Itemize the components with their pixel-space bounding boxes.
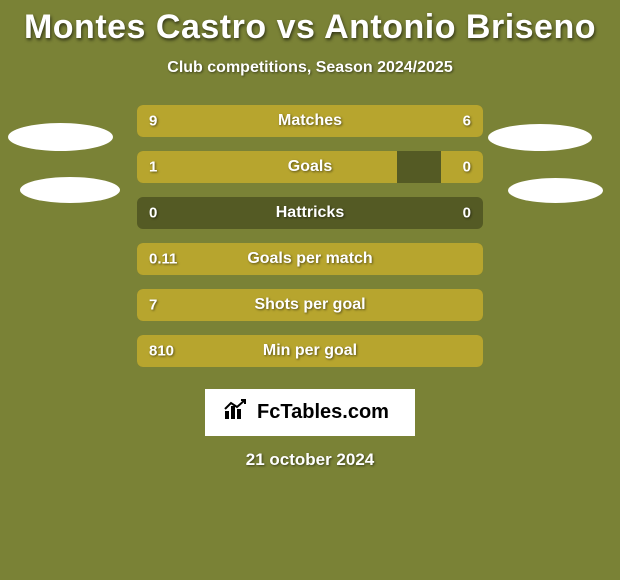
stat-row: Goals10: [137, 151, 483, 183]
stat-label: Hattricks: [137, 204, 483, 222]
stat-bar-left: [137, 151, 397, 183]
stat-bar-right: [441, 151, 483, 183]
player-right-name: Antonio Briseno: [324, 8, 596, 46]
logo-text: FcTables.com: [257, 401, 389, 424]
stat-value-right: 0: [463, 205, 471, 222]
logo-chart-icon: [223, 399, 249, 426]
player-left-name: Montes Castro: [24, 8, 267, 46]
player-badge-ellipse: [488, 124, 592, 151]
player-badge-ellipse: [508, 178, 603, 203]
stat-row: Min per goal810: [137, 335, 483, 367]
stat-value-left: 0: [149, 205, 157, 222]
stat-row: Goals per match0.11: [137, 243, 483, 275]
stat-bar-left: [137, 105, 345, 137]
player-badge-ellipse: [20, 177, 120, 203]
stat-bar-right: [345, 105, 483, 137]
stat-bar-left: [137, 289, 483, 321]
stat-row: Hattricks0 0: [137, 197, 483, 229]
page-title: Montes Castro vs Antonio Briseno: [24, 8, 596, 47]
stat-bar-left: [137, 335, 483, 367]
content-wrapper: Montes Castro vs Antonio Briseno Club co…: [0, 0, 620, 580]
stat-rows: Matches96 Goals10 Hattricks0 0 Goals per mat…: [137, 105, 483, 367]
vs-separator: vs: [277, 8, 316, 46]
stat-row: Shots per goal7: [137, 289, 483, 321]
stat-row: Matches96: [137, 105, 483, 137]
subtitle: Club competitions, Season 2024/2025: [167, 59, 452, 77]
date-text: 21 october 2024: [246, 450, 375, 470]
stat-bar-left: [137, 243, 483, 275]
logo-box: FcTables.com: [205, 389, 415, 436]
player-badge-ellipse: [8, 123, 113, 151]
